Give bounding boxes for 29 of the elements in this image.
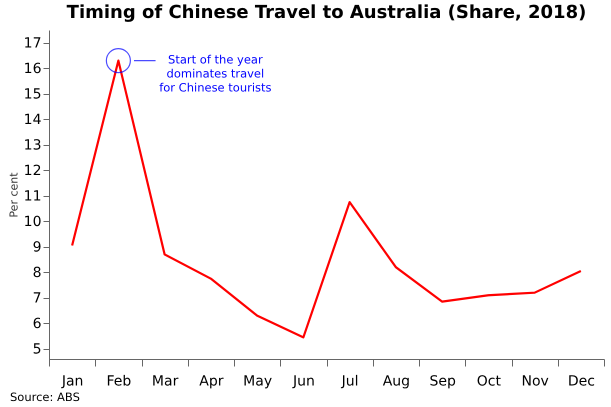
y-axis-title: Per cent <box>8 172 21 218</box>
y-tick-label: 8 <box>32 264 42 281</box>
x-tick-label: Jun <box>292 374 315 390</box>
x-tick-label: Nov <box>521 374 549 390</box>
y-tick-label: 13 <box>24 137 42 154</box>
x-tick-label: Feb <box>106 374 132 390</box>
x-tick-label: Dec <box>568 374 595 390</box>
y-tick-label: 6 <box>32 316 42 332</box>
y-tick-label: 7 <box>32 290 42 306</box>
y-tick-label: 11 <box>24 188 42 204</box>
y-tick-label: 9 <box>32 239 42 256</box>
x-tick-label: Apr <box>199 374 224 390</box>
x-tick-label: Jan <box>60 374 84 390</box>
y-tick-label: 14 <box>24 112 42 128</box>
y-tick-label: 12 <box>24 162 42 179</box>
x-tick-label: Aug <box>382 374 410 390</box>
x-tick-label: Mar <box>152 374 179 390</box>
x-tick-label: Oct <box>476 374 502 390</box>
y-tick-label: 15 <box>24 86 42 102</box>
y-tick-label: 5 <box>32 341 42 358</box>
x-tick-label: May <box>243 374 272 390</box>
source-note: Source: ABS <box>9 390 81 404</box>
y-tick-label: 17 <box>24 35 42 52</box>
y-tick-label: 16 <box>24 60 42 77</box>
x-tick-label: Jul <box>340 374 359 390</box>
chart-title: Timing of Chinese Travel to Australia (Share, 2018) <box>66 2 586 23</box>
y-tick-label: 10 <box>24 214 42 230</box>
annotation: Start of the year dominates travel for Chinese tourists <box>159 52 272 95</box>
x-tick-label: Sep <box>429 374 456 390</box>
